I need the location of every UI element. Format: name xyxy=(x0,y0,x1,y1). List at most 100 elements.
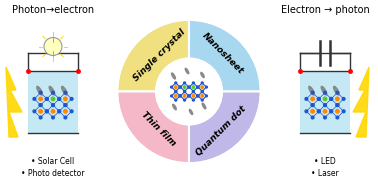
Circle shape xyxy=(52,116,54,119)
Circle shape xyxy=(342,110,345,113)
Circle shape xyxy=(336,104,339,107)
Circle shape xyxy=(311,110,314,113)
Ellipse shape xyxy=(172,73,175,79)
Circle shape xyxy=(305,110,308,113)
Circle shape xyxy=(175,99,177,101)
Circle shape xyxy=(324,91,326,94)
Circle shape xyxy=(201,91,203,93)
Circle shape xyxy=(336,104,339,107)
Text: Electron → photon: Electron → photon xyxy=(280,5,369,15)
Text: • Solar Cell: • Solar Cell xyxy=(31,156,74,165)
Circle shape xyxy=(184,82,186,84)
Circle shape xyxy=(170,86,172,88)
Circle shape xyxy=(175,82,177,84)
Circle shape xyxy=(336,110,339,113)
Circle shape xyxy=(180,95,181,97)
Polygon shape xyxy=(353,67,369,137)
Circle shape xyxy=(342,98,345,100)
Circle shape xyxy=(175,86,177,88)
Circle shape xyxy=(192,82,194,84)
Circle shape xyxy=(197,95,199,97)
Ellipse shape xyxy=(321,86,327,95)
Circle shape xyxy=(206,86,208,88)
Circle shape xyxy=(201,86,203,88)
Circle shape xyxy=(323,110,327,113)
Circle shape xyxy=(184,90,186,92)
Circle shape xyxy=(64,116,67,119)
Circle shape xyxy=(175,91,177,93)
Circle shape xyxy=(52,104,54,107)
Circle shape xyxy=(39,104,42,107)
Circle shape xyxy=(192,90,194,92)
Circle shape xyxy=(45,98,48,100)
Circle shape xyxy=(311,97,314,101)
Circle shape xyxy=(58,98,60,100)
Circle shape xyxy=(44,38,62,55)
Ellipse shape xyxy=(173,104,176,110)
Ellipse shape xyxy=(189,109,193,115)
Text: • LED: • LED xyxy=(314,156,336,165)
Circle shape xyxy=(180,86,181,88)
Circle shape xyxy=(70,98,73,100)
Circle shape xyxy=(39,91,42,94)
Circle shape xyxy=(58,98,60,100)
Circle shape xyxy=(311,116,314,119)
Circle shape xyxy=(192,91,194,93)
Circle shape xyxy=(64,104,67,107)
Circle shape xyxy=(305,98,308,100)
Circle shape xyxy=(39,97,42,101)
Ellipse shape xyxy=(333,86,339,95)
Circle shape xyxy=(192,99,194,101)
Circle shape xyxy=(51,97,55,101)
Circle shape xyxy=(64,104,67,107)
Ellipse shape xyxy=(37,86,42,95)
FancyBboxPatch shape xyxy=(300,71,350,133)
Circle shape xyxy=(183,86,186,88)
Circle shape xyxy=(39,110,42,113)
Circle shape xyxy=(201,99,203,101)
Circle shape xyxy=(188,86,190,88)
Circle shape xyxy=(33,98,36,100)
Text: Single crystal: Single crystal xyxy=(131,27,187,83)
Circle shape xyxy=(51,110,55,113)
FancyBboxPatch shape xyxy=(28,71,78,133)
Circle shape xyxy=(64,110,67,113)
Circle shape xyxy=(318,98,320,100)
Ellipse shape xyxy=(62,86,67,95)
Circle shape xyxy=(197,86,198,88)
Circle shape xyxy=(179,86,181,88)
Circle shape xyxy=(45,110,48,113)
Circle shape xyxy=(324,104,326,107)
Circle shape xyxy=(201,90,203,92)
Circle shape xyxy=(336,116,339,119)
Circle shape xyxy=(184,99,186,101)
Circle shape xyxy=(188,86,190,88)
Circle shape xyxy=(183,95,186,97)
Circle shape xyxy=(184,91,186,93)
Wedge shape xyxy=(189,92,261,163)
Circle shape xyxy=(175,95,177,97)
Circle shape xyxy=(192,95,195,97)
Ellipse shape xyxy=(185,68,189,74)
Circle shape xyxy=(318,98,320,100)
Text: Photon→electron: Photon→electron xyxy=(12,5,94,15)
Circle shape xyxy=(201,82,203,84)
Circle shape xyxy=(311,104,314,107)
Circle shape xyxy=(45,98,48,100)
Circle shape xyxy=(33,110,36,113)
Circle shape xyxy=(175,90,177,92)
Circle shape xyxy=(330,110,333,113)
Circle shape xyxy=(188,95,190,97)
Ellipse shape xyxy=(49,86,55,95)
Circle shape xyxy=(58,110,60,113)
Ellipse shape xyxy=(202,103,206,109)
Ellipse shape xyxy=(201,72,204,78)
Circle shape xyxy=(311,91,314,94)
Text: Thin film: Thin film xyxy=(140,110,178,148)
Circle shape xyxy=(188,95,190,97)
Circle shape xyxy=(336,91,339,94)
Circle shape xyxy=(324,116,326,119)
Circle shape xyxy=(45,110,48,113)
Circle shape xyxy=(170,95,172,97)
Circle shape xyxy=(58,110,60,113)
